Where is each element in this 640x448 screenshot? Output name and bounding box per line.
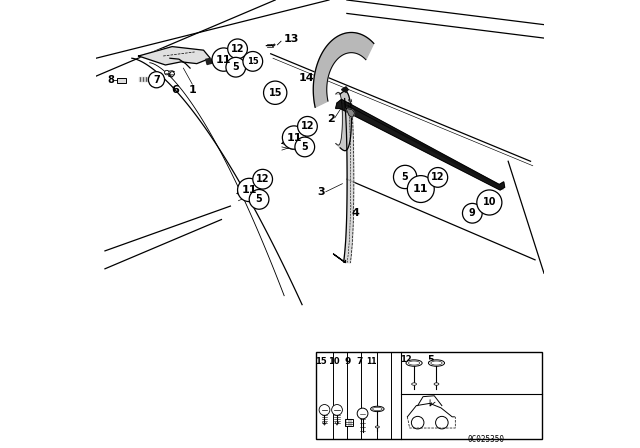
Circle shape <box>253 169 273 189</box>
Circle shape <box>428 168 448 187</box>
Text: 12: 12 <box>431 172 445 182</box>
Circle shape <box>237 178 261 202</box>
Circle shape <box>164 70 169 75</box>
Text: 5: 5 <box>428 355 435 365</box>
Text: 1: 1 <box>188 85 196 95</box>
Text: 12: 12 <box>400 355 412 364</box>
Text: 9: 9 <box>344 357 351 366</box>
Text: 9: 9 <box>469 208 476 218</box>
Text: 5: 5 <box>402 172 408 182</box>
Polygon shape <box>139 77 148 81</box>
Ellipse shape <box>375 426 380 428</box>
Ellipse shape <box>434 383 439 385</box>
Polygon shape <box>139 47 210 65</box>
Circle shape <box>243 52 262 71</box>
Circle shape <box>295 137 315 157</box>
Text: 11: 11 <box>241 185 257 195</box>
Text: 5: 5 <box>232 62 239 72</box>
Bar <box>117 78 126 83</box>
Text: 2: 2 <box>327 114 335 124</box>
Text: 15: 15 <box>247 57 259 66</box>
Polygon shape <box>314 33 374 107</box>
Polygon shape <box>342 87 348 92</box>
Bar <box>344 419 353 426</box>
Text: 10: 10 <box>483 198 496 207</box>
Polygon shape <box>346 108 355 117</box>
Circle shape <box>394 165 417 189</box>
Circle shape <box>408 176 435 202</box>
Text: 13: 13 <box>284 34 300 44</box>
Text: 15: 15 <box>268 88 282 98</box>
Ellipse shape <box>406 360 422 366</box>
Text: 10: 10 <box>328 357 340 366</box>
Circle shape <box>226 57 246 77</box>
Polygon shape <box>396 172 407 184</box>
Text: 11: 11 <box>286 133 302 142</box>
Circle shape <box>170 72 175 76</box>
Circle shape <box>228 39 248 59</box>
Text: 5: 5 <box>301 142 308 152</box>
Text: 12: 12 <box>231 44 244 54</box>
Circle shape <box>319 405 330 415</box>
Text: 8: 8 <box>108 75 114 85</box>
Circle shape <box>282 126 306 149</box>
Text: 11: 11 <box>366 357 377 366</box>
Circle shape <box>249 190 269 209</box>
Bar <box>316 352 541 439</box>
Circle shape <box>148 72 164 88</box>
Circle shape <box>332 405 342 415</box>
Circle shape <box>298 116 317 136</box>
Text: 12: 12 <box>256 174 269 184</box>
Polygon shape <box>336 91 351 151</box>
Text: 11: 11 <box>216 55 232 65</box>
Circle shape <box>264 81 287 104</box>
Polygon shape <box>344 99 354 263</box>
Polygon shape <box>336 99 504 190</box>
Text: 7: 7 <box>153 75 160 85</box>
Text: 12: 12 <box>301 121 314 131</box>
Ellipse shape <box>371 406 384 412</box>
Text: 4: 4 <box>351 208 359 218</box>
Polygon shape <box>271 86 279 90</box>
Ellipse shape <box>428 360 445 366</box>
Text: 3: 3 <box>317 187 324 197</box>
Text: 11: 11 <box>413 184 429 194</box>
Text: 14: 14 <box>299 73 315 83</box>
Polygon shape <box>206 59 213 65</box>
Circle shape <box>357 408 368 419</box>
Text: 15: 15 <box>315 357 327 366</box>
Text: 0C025350: 0C025350 <box>467 435 504 444</box>
Ellipse shape <box>412 383 417 385</box>
Text: 5: 5 <box>256 194 262 204</box>
Circle shape <box>463 203 482 223</box>
Text: 6: 6 <box>172 85 179 95</box>
Circle shape <box>477 190 502 215</box>
Circle shape <box>212 48 236 71</box>
Text: 7: 7 <box>356 357 363 366</box>
